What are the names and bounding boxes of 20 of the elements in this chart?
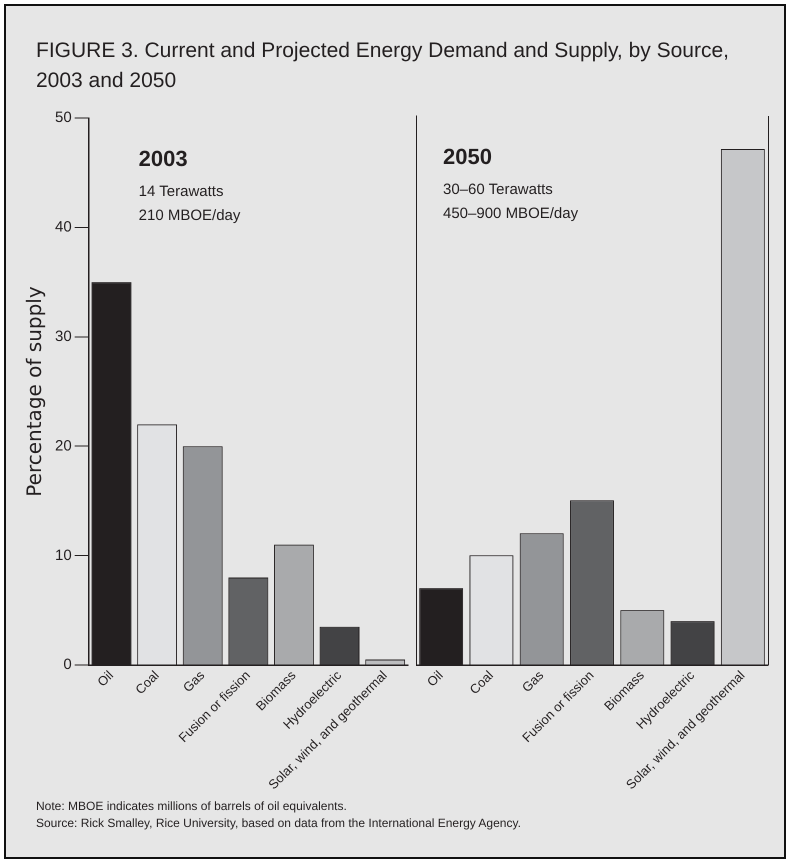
annotation: 30–60 Terawatts <box>443 181 553 198</box>
x-tick-label: Oil <box>94 668 116 690</box>
x-tick-label: Oil <box>424 668 446 690</box>
x-tick-label: Gas <box>518 667 547 696</box>
y-tick-label: 50 <box>54 109 72 126</box>
y-tick-label: 40 <box>54 218 72 236</box>
y-tick-label: 30 <box>54 328 72 345</box>
y-axis-title: Percentage of supply <box>22 286 46 497</box>
source-note: Source: Rick Smalley, Rice University, based on data from the International Energy Agency. <box>36 815 521 832</box>
y-tick-label: 10 <box>54 546 72 564</box>
text: Note: MBOE indicates millions of barrels of oil equivalents. <box>36 798 348 815</box>
annotation: 210 MBOE/day <box>138 207 241 224</box>
annotation: 2003 <box>138 146 188 171</box>
annotation: 450–900 MBOE/day <box>443 205 579 222</box>
chart-title: FIGURE 3. Current and Projected Energy Demand and Supply, by Source, 2003 and 2050 <box>36 38 730 94</box>
y-tick-label: 20 <box>54 437 72 454</box>
y-tick-label: 0 <box>63 656 72 674</box>
annotation: 2050 <box>443 144 492 169</box>
x-tick-label: Gas <box>180 667 208 696</box>
annotation: 14 Terawatts <box>138 183 224 200</box>
